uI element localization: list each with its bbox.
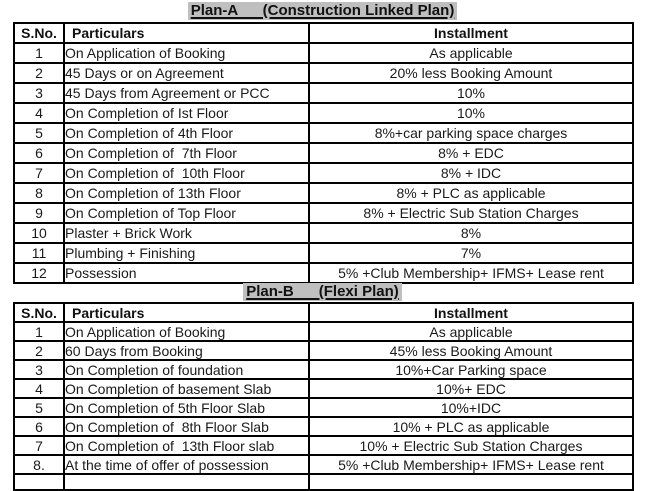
table-row: 11 Plumbing + Finishing 7%	[13, 242, 634, 264]
column-header-sno: S.No.	[13, 22, 65, 44]
sno-cell: 7	[13, 162, 65, 184]
sno-cell: 10	[13, 222, 65, 244]
particulars-cell: On Application of Booking	[63, 42, 310, 64]
installment-cell: 20% less Booking Amount	[308, 62, 634, 84]
column-header-particulars: Particulars	[63, 302, 310, 323]
sno-cell: 1	[13, 321, 65, 342]
table-row: 6 On Completion of 8th Floor Slab 10% + PL…	[13, 416, 634, 437]
particulars-cell: On Completion of 7th Floor	[63, 142, 310, 164]
sno-cell: 11	[13, 242, 65, 264]
plan-b-table: S.No. Particulars Installment 1 On Applicati…	[13, 302, 634, 491]
installment-cell	[308, 473, 634, 491]
installment-cell: 5% +Club Membership+ IFMS+ Lease rent	[308, 262, 634, 284]
particulars-cell: On Completion of Top Floor	[63, 202, 310, 224]
sno-cell: 6	[13, 142, 65, 164]
particulars-cell: On Completion of 5th Floor Slab	[63, 397, 310, 418]
table-row: 7 On Completion of 13th Floor slab 10% + E…	[13, 435, 634, 456]
table-row: 2 45 Days or on Agreement 20% less Booking…	[13, 62, 634, 84]
sno-cell: 6	[13, 416, 65, 437]
installment-cell: 10%	[308, 82, 634, 104]
sno-cell: 5	[13, 397, 65, 418]
plan-a-table: S.No. Particulars Installment 1 On Applicati…	[13, 22, 634, 284]
header-row: S.No. Particulars Installment	[13, 302, 634, 323]
installment-cell: 8% + PLC as applicable	[308, 182, 634, 204]
sno-cell: 3	[13, 359, 65, 380]
particulars-cell: At the time of offer of possession	[63, 454, 310, 475]
sno-cell: 2	[13, 62, 65, 84]
column-header-installment: Installment	[308, 22, 634, 44]
document-page: { "document": { "background": "#ffffff",…	[13, 2, 634, 491]
particulars-cell: On Completion of 10th Floor	[63, 162, 310, 184]
table-row: 9 On Completion of Top Floor 8% + Electric…	[13, 202, 634, 224]
installment-cell: 10% + Electric Sub Station Charges	[308, 435, 634, 456]
sno-cell: 5	[13, 122, 65, 144]
plan-b-title: Plan-B (Flexi Plan)	[243, 283, 402, 301]
table-row: 12 Possession 5% +Club Membership+ IFMS+ L…	[13, 262, 634, 284]
particulars-cell: On Completion of 13th Floor slab	[63, 435, 310, 456]
particulars-cell: 45 Days from Agreement or PCC	[63, 82, 310, 104]
sno-cell: 12	[13, 262, 65, 284]
installment-cell: 10% + PLC as applicable	[308, 416, 634, 437]
installment-cell: 45% less Booking Amount	[308, 340, 634, 361]
table-row: 3 On Completion of foundation 10%+Car Park…	[13, 359, 634, 380]
column-header-particulars: Particulars	[63, 22, 310, 44]
sno-cell: 4	[13, 378, 65, 399]
table-row: 6 On Completion of 7th Floor 8% + EDC	[13, 142, 634, 164]
particulars-cell: On Completion of 13th Floor	[63, 182, 310, 204]
header-row: S.No. Particulars Installment	[13, 22, 634, 44]
sno-cell: 3	[13, 82, 65, 104]
table-row: 8 On Completion of 13th Floor 8% + PLC as …	[13, 182, 634, 204]
sno-cell: 2	[13, 340, 65, 361]
sno-cell: 9	[13, 202, 65, 224]
particulars-cell: Plaster + Brick Work	[63, 222, 310, 244]
plan-a-title-row: Plan-A (Construction Linked Plan)	[13, 2, 632, 20]
sno-cell: 1	[13, 42, 65, 64]
particulars-cell: On Completion of basement Slab	[63, 378, 310, 399]
installment-cell: 8% + IDC	[308, 162, 634, 184]
column-header-sno: S.No.	[13, 302, 65, 323]
table-row: 8. At the time of offer of possession 5% +…	[13, 454, 634, 475]
table-row: 5 On Completion of 5th Floor Slab 10%+IDC	[13, 397, 634, 418]
installment-cell: 8%	[308, 222, 634, 244]
installment-cell: 8% + Electric Sub Station Charges	[308, 202, 634, 224]
installment-cell: 8%+car parking space charges	[308, 122, 634, 144]
installment-cell: As applicable	[308, 321, 634, 342]
sno-cell: 8	[13, 182, 65, 204]
table-row: 1 On Application of Booking As applicable	[13, 42, 634, 64]
column-header-installment: Installment	[308, 302, 634, 323]
installment-cell: 7%	[308, 242, 634, 264]
cutoff-row	[13, 473, 634, 491]
particulars-cell: On Completion of 8th Floor Slab	[63, 416, 310, 437]
installment-cell: 10%+ EDC	[308, 378, 634, 399]
installment-cell: As applicable	[308, 42, 634, 64]
table-row: 7 On Completion of 10th Floor 8% + IDC	[13, 162, 634, 184]
table-row: 5 On Completion of 4th Floor 8%+car parkin…	[13, 122, 634, 144]
plan-a-title: Plan-A (Construction Linked Plan)	[187, 2, 458, 20]
table-row: 10 Plaster + Brick Work 8%	[13, 222, 634, 244]
sno-cell: 7	[13, 435, 65, 456]
particulars-cell: On Completion of Ist Floor	[63, 102, 310, 124]
particulars-cell: Possession	[63, 262, 310, 284]
installment-cell: 5% +Club Membership+ IFMS+ Lease rent	[308, 454, 634, 475]
particulars-cell: On Application of Booking	[63, 321, 310, 342]
sno-cell	[13, 473, 65, 491]
installment-cell: 10%+Car Parking space	[308, 359, 634, 380]
plan-b-title-row: Plan-B (Flexi Plan)	[13, 283, 632, 301]
installment-cell: 8% + EDC	[308, 142, 634, 164]
particulars-cell: 45 Days or on Agreement	[63, 62, 310, 84]
sno-cell: 8.	[13, 454, 65, 475]
sno-cell: 4	[13, 102, 65, 124]
table-row: 2 60 Days from Booking 45% less Booking Am…	[13, 340, 634, 361]
table-row: 4 On Completion of basement Slab 10%+ EDC	[13, 378, 634, 399]
installment-cell: 10%+IDC	[308, 397, 634, 418]
particulars-cell: On Completion of foundation	[63, 359, 310, 380]
particulars-cell: 60 Days from Booking	[63, 340, 310, 361]
table-row: 3 45 Days from Agreement or PCC 10%	[13, 82, 634, 104]
particulars-cell	[63, 473, 310, 491]
table-row: 4 On Completion of Ist Floor 10%	[13, 102, 634, 124]
particulars-cell: On Completion of 4th Floor	[63, 122, 310, 144]
installment-cell: 10%	[308, 102, 634, 124]
particulars-cell: Plumbing + Finishing	[63, 242, 310, 264]
table-row: 1 On Application of Booking As applicable	[13, 321, 634, 342]
